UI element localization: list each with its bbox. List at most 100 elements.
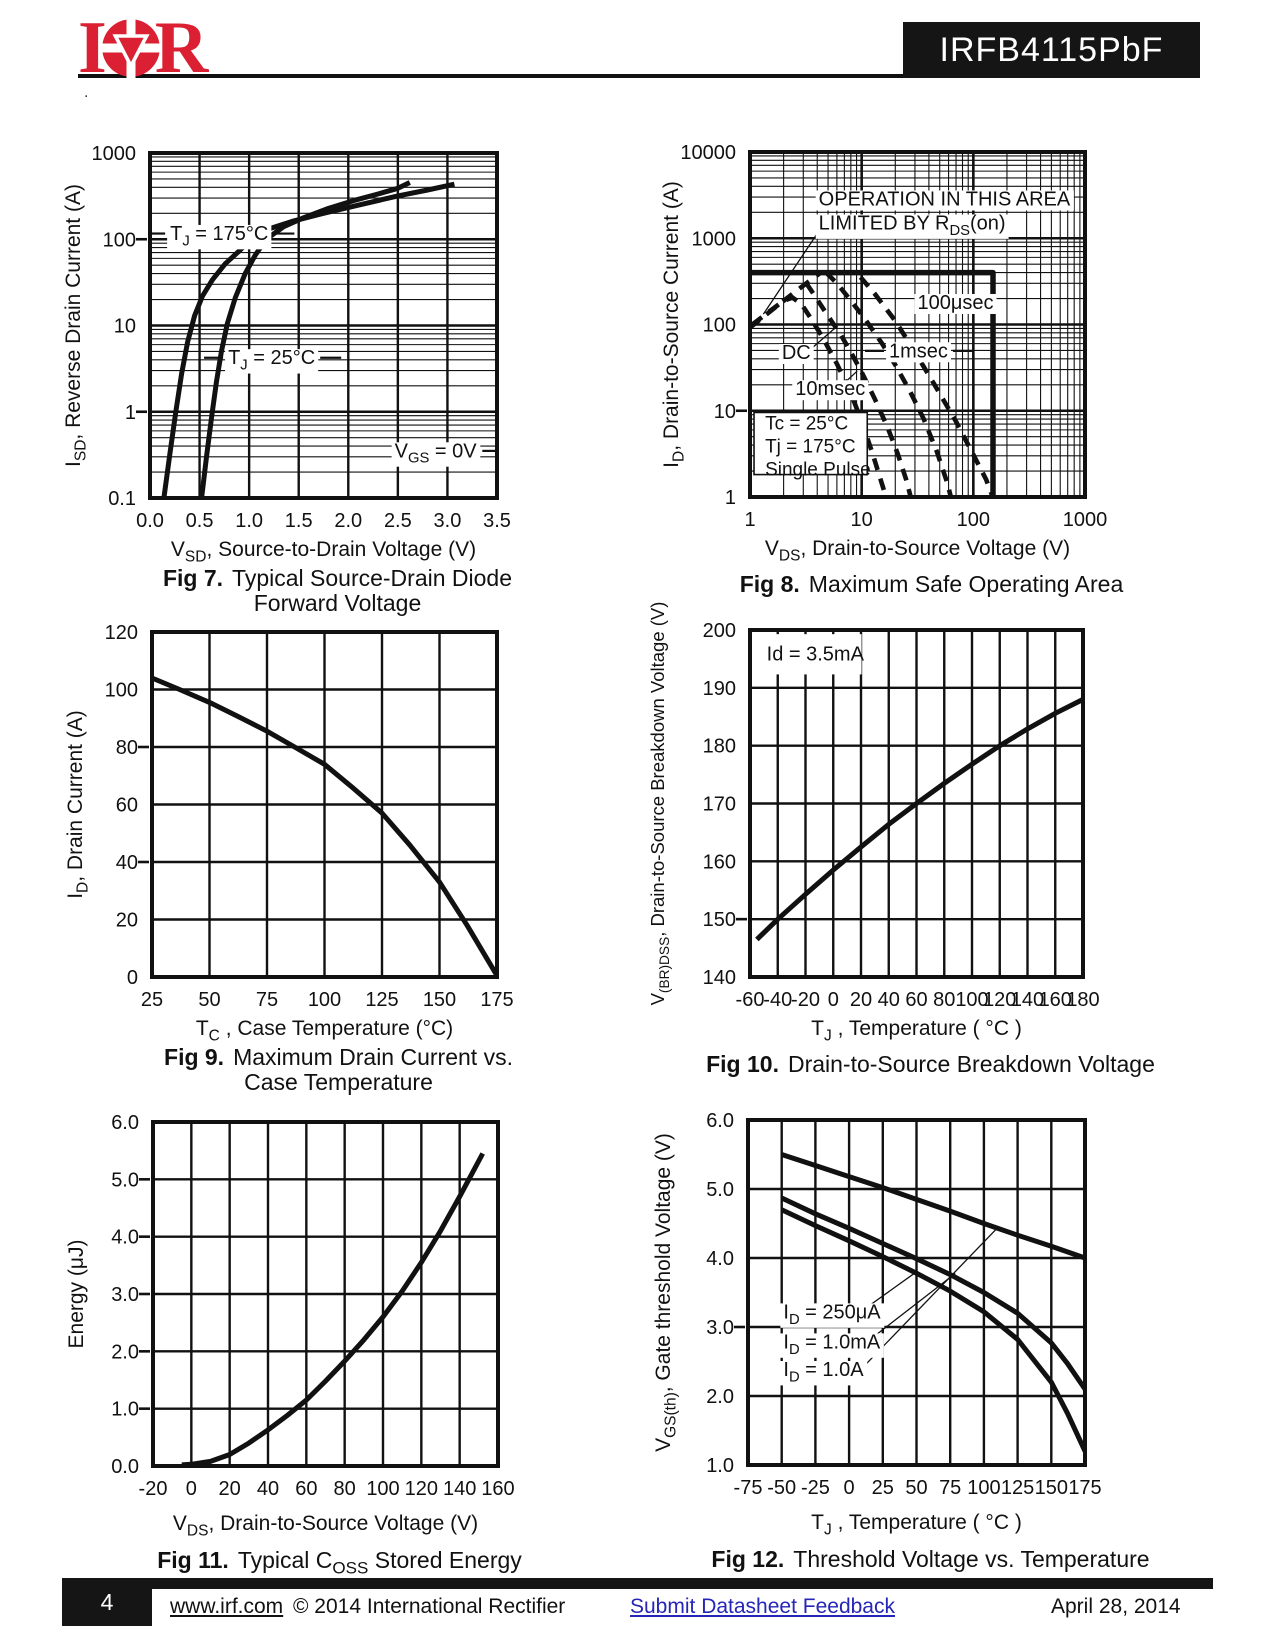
svg-text:20: 20 [116, 910, 138, 932]
svg-text:120: 120 [105, 622, 138, 644]
svg-text:3.5: 3.5 [483, 510, 511, 532]
fig9-ylabel: ID, Drain Current (A) [64, 710, 92, 899]
svg-text:-75: -75 [734, 1477, 763, 1499]
part-number-badge: IRFB4115PbF [903, 22, 1200, 78]
svg-text:2.0: 2.0 [111, 1341, 139, 1363]
svg-text:10: 10 [714, 401, 736, 423]
fig11-ylabel: Energy (μJ) [65, 1240, 88, 1349]
fig8-series-rdson-line [749, 270, 823, 330]
fig10-ylabel: V(BR)DSS, Drain-to-Source Breakdown Volt… [647, 602, 672, 1006]
svg-text:100: 100 [105, 680, 138, 702]
svg-text:75: 75 [939, 1477, 961, 1499]
svg-text:TJ = 175°C: TJ = 175°C [170, 223, 268, 249]
fig7-ylabel: ISD, Reverse Drain Current (A) [62, 184, 90, 467]
svg-text:4.0: 4.0 [706, 1248, 734, 1270]
ir-logo: I R [78, 7, 209, 89]
svg-text:60: 60 [905, 989, 927, 1011]
logo-letter-r: R [154, 7, 209, 89]
svg-text:120: 120 [983, 989, 1016, 1011]
svg-text:40: 40 [878, 989, 900, 1011]
svg-text:ID = 250μA: ID = 250μA [783, 1301, 881, 1327]
svg-text:150: 150 [423, 989, 456, 1011]
svg-text:150: 150 [1035, 1477, 1068, 1499]
fig8-caption: Fig 8. Maximum Safe Operating Area [739, 571, 1124, 597]
svg-text:100: 100 [103, 229, 136, 251]
fig7-caption: Fig 7. Typical Source-Drain Diode Forward … [162, 565, 512, 616]
website-link[interactable]: www.irf.com [170, 1595, 284, 1618]
fig8-series-1msec [824, 270, 954, 498]
svg-text:125: 125 [1001, 1477, 1034, 1499]
fig9-xlabel: TC , Case Temperature (°C) [196, 1017, 453, 1045]
svg-text:-50: -50 [767, 1477, 796, 1499]
svg-text:0.0: 0.0 [136, 510, 164, 532]
fig11-xlabel: VDS, Drain-to-Source Voltage (V) [173, 1512, 478, 1540]
svg-text:1: 1 [725, 487, 736, 509]
svg-text:4.0: 4.0 [111, 1227, 139, 1249]
svg-text:5.0: 5.0 [706, 1179, 734, 1201]
svg-text:ID = 1.0mA: ID = 1.0mA [783, 1331, 881, 1357]
fig12-series-id-1a [780, 1152, 1086, 1261]
stray-dot: . [84, 84, 89, 101]
svg-text:140: 140 [443, 1478, 476, 1500]
svg-text:200: 200 [703, 620, 736, 642]
fig12-xlabel: TJ , Temperature ( °C ) [811, 1511, 1022, 1539]
fig9-caption: Fig 9. Maximum Drain Current vs. Case Temp… [164, 1044, 513, 1095]
svg-text:170: 170 [703, 794, 736, 816]
svg-text:3.0: 3.0 [434, 510, 462, 532]
svg-text:100: 100 [967, 1477, 1000, 1499]
svg-text:0.5: 0.5 [186, 510, 214, 532]
svg-text:TJ = 25°C: TJ = 25°C [228, 347, 315, 373]
svg-text:50: 50 [905, 1477, 927, 1499]
svg-text:Tc = 25°C: Tc = 25°C [765, 414, 848, 435]
svg-text:6.0: 6.0 [706, 1110, 734, 1132]
svg-text:0.1: 0.1 [108, 488, 136, 510]
fig10-xlabel: TJ , Temperature ( °C ) [811, 1017, 1022, 1045]
copyright-text: © 2014 International Rectifier [293, 1595, 566, 1618]
fig12-caption: Fig 12. Threshold Voltage vs. Temperature [711, 1546, 1150, 1572]
svg-text:100: 100 [957, 509, 990, 531]
svg-text:1.5: 1.5 [285, 510, 313, 532]
fig9-chart: 25 50 75 100 125 150 175 0 20 40 60 80 100 120 TC , Ca… [64, 622, 514, 1045]
svg-text:OPERATION IN THIS AREA: OPERATION IN THIS AREA [819, 188, 1071, 210]
svg-text:1: 1 [744, 509, 755, 531]
svg-text:60: 60 [295, 1478, 317, 1500]
fig12-series-id-1ma [780, 1195, 1086, 1391]
svg-text:2.0: 2.0 [706, 1386, 734, 1408]
svg-text:DC: DC [782, 342, 811, 364]
svg-text:-25: -25 [801, 1477, 830, 1499]
svg-text:160: 160 [703, 851, 736, 873]
svg-text:-20: -20 [791, 989, 820, 1011]
svg-text:-60: -60 [736, 989, 765, 1011]
svg-text:80: 80 [334, 1478, 356, 1500]
svg-text:10msec: 10msec [795, 378, 865, 400]
svg-text:2.0: 2.0 [334, 510, 362, 532]
svg-text:180: 180 [1066, 989, 1099, 1011]
svg-text:60: 60 [116, 795, 138, 817]
svg-text:150: 150 [703, 909, 736, 931]
svg-text:100: 100 [308, 989, 341, 1011]
svg-text:10000: 10000 [680, 142, 736, 164]
fig9-series-idmax [151, 675, 498, 977]
fig11-series-coss-energy [181, 1152, 485, 1468]
svg-text:1000: 1000 [92, 143, 137, 165]
svg-text:1: 1 [125, 402, 136, 424]
svg-text:175: 175 [1068, 1477, 1101, 1499]
svg-text:175: 175 [480, 989, 513, 1011]
svg-text:2.5: 2.5 [384, 510, 412, 532]
svg-text:25: 25 [141, 989, 163, 1011]
svg-text:6.0: 6.0 [111, 1112, 139, 1134]
fig8-xlabel: VDS, Drain-to-Source Voltage (V) [765, 537, 1070, 565]
svg-text:40: 40 [116, 852, 138, 874]
svg-text:75: 75 [256, 989, 278, 1011]
svg-text:1000: 1000 [692, 228, 737, 250]
part-number: IRFB4115PbF [939, 30, 1164, 69]
svg-text:180: 180 [703, 736, 736, 758]
svg-text:0: 0 [186, 1478, 197, 1500]
svg-text:20: 20 [219, 1478, 241, 1500]
fig7-series-tj25 [199, 180, 411, 499]
feedback-link[interactable]: Submit Datasheet Feedback [630, 1595, 895, 1618]
svg-text:160: 160 [481, 1478, 514, 1500]
fig12-ylabel: VGS(th), Gate threshold Voltage (V) [652, 1133, 680, 1452]
fig7-chart: TJ = 175°C TJ = 25°C VGS = 0V 0.0 0.5 1.0 1.5 2… [62, 143, 511, 566]
